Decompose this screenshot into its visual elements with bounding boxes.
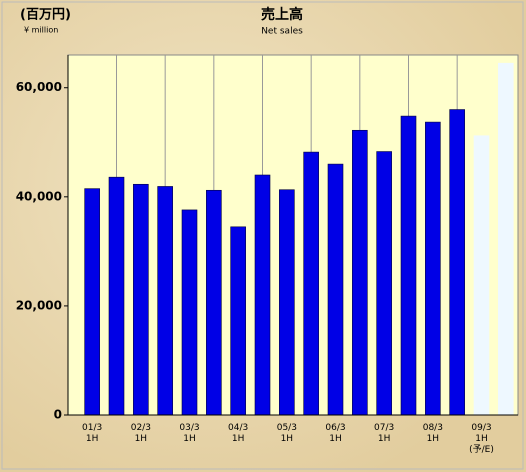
bar — [108, 176, 125, 416]
bar — [327, 163, 344, 416]
y-tick-label: 20,000 — [16, 298, 62, 312]
bar — [400, 115, 417, 416]
bar — [206, 189, 222, 416]
bar — [376, 151, 392, 416]
bar — [133, 183, 149, 416]
x-tick-label: 07/3 1H — [374, 423, 395, 444]
x-tick-label: 09/3 1H (予/E) — [469, 423, 494, 455]
x-tick-label: 06/3 1H — [325, 423, 346, 444]
bar — [449, 109, 465, 416]
chart-subtitle: Net sales — [261, 27, 303, 37]
bar — [473, 135, 490, 416]
x-tick-label: 01/3 1H — [82, 423, 103, 444]
bar — [303, 151, 319, 416]
bar — [498, 62, 514, 416]
bar — [157, 186, 173, 416]
bar — [425, 121, 441, 416]
bar — [181, 209, 198, 416]
x-tick-label: 05/3 1H — [276, 423, 297, 444]
x-tick-label: 08/3 1H — [422, 423, 443, 444]
x-tick-label: 04/3 1H — [228, 423, 249, 444]
x-tick-label: 02/3 1H — [130, 423, 151, 444]
bar — [254, 174, 271, 416]
bar — [279, 189, 295, 416]
unit-sublabel: ¥ million — [24, 26, 58, 35]
bar — [84, 188, 100, 416]
chart-title: 売上高 — [261, 6, 303, 23]
unit-label: (百万円) — [20, 8, 71, 23]
x-tick-label: 03/3 1H — [179, 423, 200, 444]
bar — [352, 129, 368, 416]
y-tick-label: 60,000 — [16, 80, 62, 94]
y-tick-label: 40,000 — [16, 189, 62, 203]
bar — [230, 226, 246, 416]
y-tick-label: 0 — [54, 408, 62, 422]
